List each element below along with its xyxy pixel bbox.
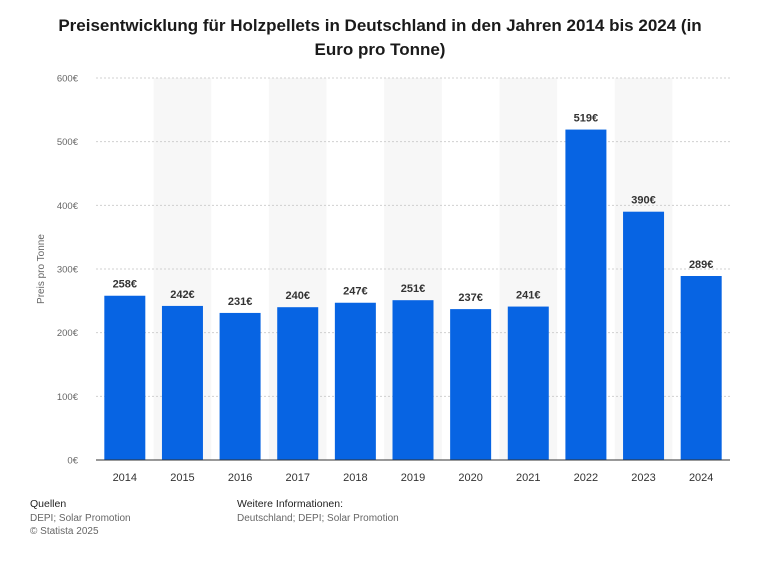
x-tick-label-2019: 2019	[401, 472, 425, 484]
sources-heading: Quellen	[30, 498, 67, 510]
bar-2017	[277, 307, 319, 460]
sources-text: DEPI; Solar Promotion	[30, 513, 131, 524]
x-tick-label-2022: 2022	[574, 472, 598, 484]
chart-title: Preisentwicklung für Holzpellets in Deut…	[58, 16, 702, 59]
bar-2015	[161, 305, 203, 460]
bar-2023	[623, 211, 665, 460]
value-label-2014: 258€	[113, 279, 137, 291]
y-tick-label-0: 0€	[67, 456, 78, 467]
value-label-2015: 242€	[170, 289, 194, 301]
y-tick-label-400: 400€	[57, 201, 79, 212]
y-axis-ticks: 0€ 100€ 200€ 300€ 400€ 500€ 600€	[57, 74, 79, 467]
x-tick-label-2021: 2021	[516, 472, 540, 484]
x-tick-label-2023: 2023	[631, 472, 655, 484]
value-label-2021: 241€	[516, 290, 540, 302]
value-label-2020: 237€	[458, 292, 482, 304]
info-block: Weitere Informationen: Deutschland; DEPI…	[237, 498, 399, 525]
value-label-2023: 390€	[631, 195, 655, 207]
x-tick-label-2016: 2016	[228, 472, 252, 484]
x-axis-ticks: 2014 2015 2016 2017 2018 2019 2020 2021 2022 2023…	[113, 472, 714, 484]
value-label-2016: 231€	[228, 296, 252, 308]
bars	[104, 129, 722, 460]
value-label-2017: 240€	[285, 290, 309, 302]
value-label-2024: 289€	[689, 259, 713, 271]
bar-2020	[450, 309, 492, 460]
copyright: © Statista 2025	[30, 526, 99, 537]
x-tick-label-2020: 2020	[458, 472, 482, 484]
value-label-2022: 519€	[574, 113, 598, 125]
bar-2024	[680, 276, 722, 460]
bar-2021	[507, 306, 549, 460]
value-labels: 258€ 242€ 231€ 240€ 247€ 251€ 237€ 241€ 519€ 390€…	[113, 113, 714, 308]
sources-block: Quellen DEPI; Solar Promotion © Statista…	[30, 498, 131, 538]
bar-2016	[219, 312, 261, 460]
x-tick-label-2015: 2015	[170, 472, 194, 484]
y-tick-label-300: 300€	[57, 265, 79, 276]
x-tick-label-2024: 2024	[689, 472, 713, 484]
info-heading: Weitere Informationen:	[237, 498, 344, 510]
y-tick-label-100: 100€	[57, 392, 79, 403]
y-axis-label: Preis pro Tonne	[36, 234, 47, 304]
x-tick-label-2014: 2014	[113, 472, 137, 484]
y-tick-label-200: 200€	[57, 328, 79, 339]
x-tick-label-2018: 2018	[343, 472, 367, 484]
y-tick-label-600: 600€	[57, 74, 79, 85]
y-tick-label-500: 500€	[57, 137, 79, 148]
info-text: Deutschland; DEPI; Solar Promotion	[237, 513, 399, 524]
value-label-2019: 251€	[401, 283, 425, 295]
bar-2018	[334, 302, 376, 460]
x-tick-label-2017: 2017	[285, 472, 309, 484]
bar-2022	[565, 129, 607, 460]
value-label-2018: 247€	[343, 286, 367, 298]
bar-2019	[392, 300, 434, 460]
bar-2014	[104, 295, 146, 460]
bar-chart: 0€100€200€300€400€500€600€ 258€242€231€ 2…	[36, 74, 730, 484]
